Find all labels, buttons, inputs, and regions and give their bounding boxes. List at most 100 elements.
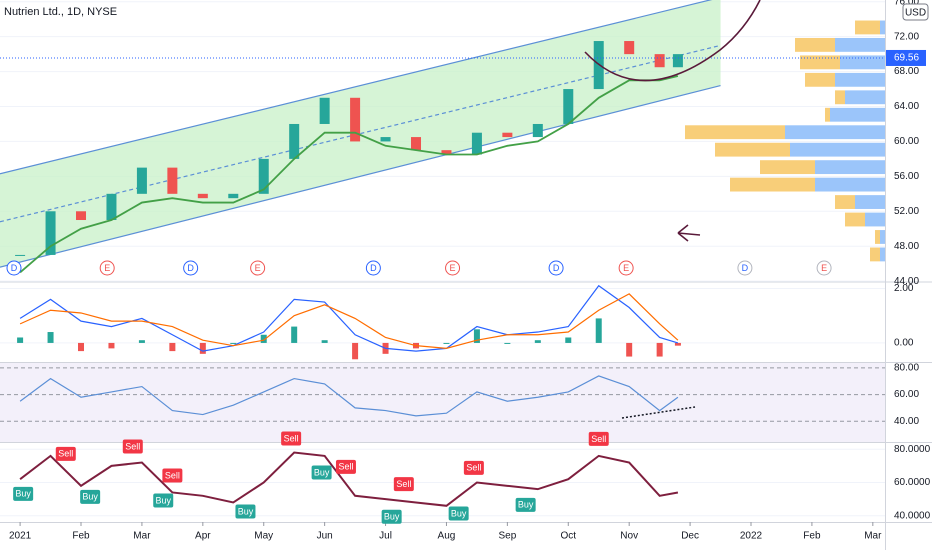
- candle: [654, 54, 665, 68]
- candle: [441, 150, 452, 155]
- profile-up: [865, 212, 885, 227]
- candle: [289, 123, 300, 159]
- candle: [563, 89, 574, 124]
- candle: [532, 123, 543, 138]
- candle: [502, 132, 513, 138]
- y-tick-label: 72.00: [894, 31, 919, 42]
- signal-badge: [335, 459, 356, 474]
- signal-label: Sell: [284, 433, 299, 443]
- current-price-label: 69.56: [894, 53, 919, 64]
- macd-histogram: [443, 342, 450, 344]
- event-marker: [816, 260, 832, 276]
- profile-up: [815, 177, 885, 192]
- macd-histogram: [138, 340, 145, 343]
- y-tick-label: 80.00: [894, 363, 919, 374]
- x-tick-label: Nov: [620, 531, 638, 542]
- profile-down: [855, 20, 880, 35]
- profile-up: [835, 72, 885, 87]
- candle: [197, 193, 208, 199]
- candle: [380, 137, 391, 142]
- y-tick-label: 40.0000: [894, 510, 931, 521]
- profile-up: [840, 55, 885, 70]
- profile-down: [835, 195, 855, 209]
- current-price-badge: [886, 49, 926, 66]
- x-tick-label: Jul: [379, 531, 392, 542]
- profile-down: [870, 247, 880, 262]
- event-marker: [737, 260, 753, 276]
- y-tick-label: 60.0000: [894, 477, 931, 488]
- signal-label: Sell: [338, 462, 353, 472]
- x-tick-label: Feb: [803, 531, 821, 542]
- signal-label: Sell: [58, 449, 73, 459]
- event-label: D: [11, 263, 18, 273]
- y-tick-label: 60.00: [894, 389, 919, 400]
- macd-histogram: [626, 342, 633, 357]
- signal-label: Buy: [518, 500, 534, 510]
- signal-badge: [153, 493, 174, 508]
- macd-histogram: [352, 342, 359, 360]
- y-tick-label: 40.00: [894, 416, 919, 427]
- signal-label: Buy: [15, 489, 31, 499]
- signal-badge: [235, 504, 256, 519]
- macd-histogram: [321, 340, 328, 343]
- x-tick-label: Apr: [195, 531, 211, 542]
- x-tick-label: May: [254, 531, 273, 542]
- x-tick-label: Aug: [438, 531, 456, 542]
- macd-histogram: [674, 342, 681, 346]
- profile-down: [805, 72, 835, 87]
- profile-up: [835, 37, 885, 52]
- macd-histogram: [504, 342, 511, 344]
- candle: [624, 41, 635, 55]
- y-tick-label: 48.00: [894, 241, 919, 252]
- event-label: D: [187, 263, 194, 273]
- signal-label: Sell: [396, 479, 411, 489]
- candle: [411, 137, 422, 151]
- macd-histogram: [595, 318, 602, 343]
- profile-down: [845, 212, 865, 227]
- drawn-curve: [584, 0, 761, 82]
- macd-histogram: [291, 326, 298, 343]
- y-tick-label: 80.0000: [894, 444, 931, 455]
- signal-badge: [80, 489, 101, 504]
- profile-down: [760, 160, 815, 175]
- macd-histogram: [199, 342, 206, 354]
- candle: [258, 158, 269, 194]
- event-marker: [618, 260, 634, 276]
- candle: [319, 97, 330, 124]
- signal-badge: [463, 460, 484, 475]
- event-label: E: [821, 263, 827, 273]
- signal-badge: [588, 431, 609, 446]
- signal-label: Sell: [165, 470, 180, 480]
- event-marker: [99, 260, 115, 276]
- profile-up: [880, 20, 885, 35]
- signal-label: Sell: [466, 463, 481, 473]
- profile-up: [880, 247, 885, 262]
- event-label: E: [450, 263, 456, 273]
- event-label: D: [553, 263, 560, 273]
- macd-histogram: [534, 340, 541, 343]
- rsi-panel-bg: [0, 363, 885, 442]
- drawn-trendline: [621, 406, 696, 419]
- event-marker: [445, 260, 461, 276]
- profile-down: [800, 55, 840, 70]
- macd-histogram: [108, 342, 115, 349]
- event-marker: [365, 260, 381, 276]
- event-label: E: [623, 263, 629, 273]
- signal-label: Buy: [155, 495, 171, 505]
- drawn-arrow: [677, 224, 701, 242]
- macd-histogram: [230, 342, 237, 344]
- signal-badge: [381, 509, 402, 524]
- profile-up: [785, 125, 885, 140]
- y-tick-label: 44.00: [894, 276, 919, 287]
- candle: [136, 167, 147, 194]
- x-tick-label: Mar: [133, 531, 151, 542]
- chart-title: Nutrien Ltd., 1D, NYSE: [4, 6, 117, 18]
- profile-up: [855, 195, 885, 209]
- rsi-line: [19, 375, 679, 417]
- signal-badge: [281, 431, 302, 446]
- signal-label: Sell: [125, 441, 140, 451]
- profile-down: [825, 107, 830, 122]
- x-tick-label: Mar: [864, 531, 882, 542]
- candle: [672, 54, 683, 68]
- signal-badge: [448, 506, 469, 521]
